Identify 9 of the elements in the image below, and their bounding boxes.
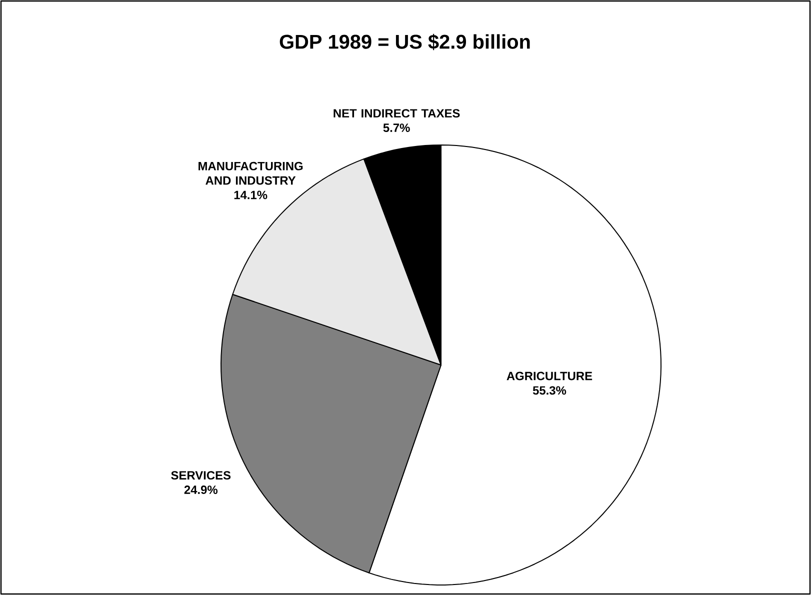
data-label: 55.3% bbox=[532, 386, 566, 395]
data-label: 24.9% bbox=[184, 486, 218, 494]
data-label: 14.1% bbox=[234, 190, 268, 200]
slice-label: AGRICULTURE bbox=[506, 372, 592, 380]
slice-label: MANUFACTURING AND INDUSTRY bbox=[198, 162, 303, 185]
slice-label: NET INDIRECT TAXES bbox=[334, 109, 460, 118]
chart-title: GDP 1989 = US $2.9 billion bbox=[280, 34, 530, 50]
slice-label: SERVICES bbox=[171, 471, 231, 480]
data-label: 5.7% bbox=[383, 124, 410, 132]
